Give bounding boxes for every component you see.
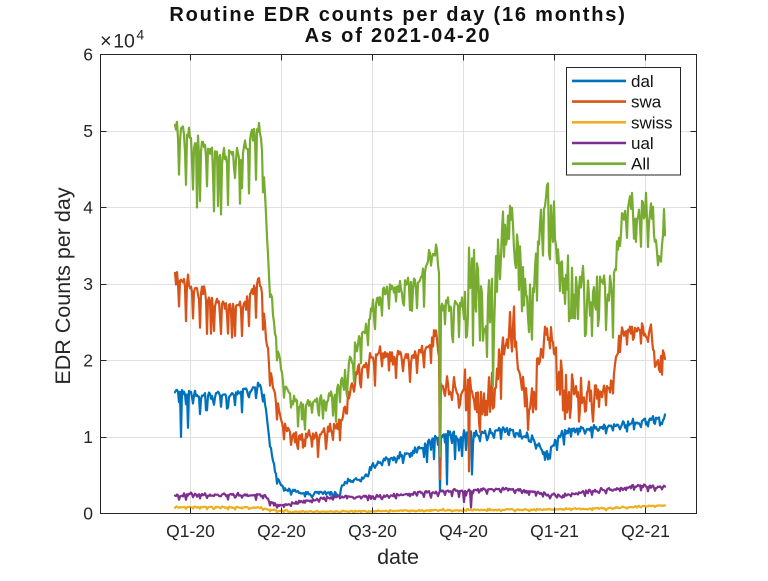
svg-text:As of 2021-04-20: As of 2021-04-20 <box>305 25 492 47</box>
svg-text:0: 0 <box>83 504 93 524</box>
svg-text:3: 3 <box>83 274 93 294</box>
svg-text:×104: ×10 4 <box>100 27 144 53</box>
svg-text:Q1-21: Q1-21 <box>530 521 579 541</box>
svg-text:swiss: swiss <box>631 113 673 132</box>
svg-text:date: date <box>377 545 419 569</box>
svg-text:5: 5 <box>83 121 93 141</box>
svg-text:1: 1 <box>83 427 93 447</box>
svg-text:Q4-20: Q4-20 <box>439 521 488 541</box>
svg-text:swa: swa <box>631 93 662 112</box>
svg-text:4: 4 <box>83 198 93 218</box>
svg-text:ual: ual <box>631 134 654 153</box>
svg-text:Q2-21: Q2-21 <box>621 521 670 541</box>
svg-text:All: All <box>631 155 650 174</box>
svg-text:Q2-20: Q2-20 <box>257 521 306 541</box>
svg-text:Q1-20: Q1-20 <box>166 521 215 541</box>
svg-text:6: 6 <box>83 45 93 65</box>
svg-text:Routine EDR counts per day (16: Routine EDR counts per day (16 months) <box>169 4 626 26</box>
svg-text:Q3-20: Q3-20 <box>348 521 397 541</box>
svg-text:2: 2 <box>83 351 93 371</box>
svg-text:EDR Counts per day: EDR Counts per day <box>51 187 75 384</box>
svg-text:dal: dal <box>631 72 654 91</box>
